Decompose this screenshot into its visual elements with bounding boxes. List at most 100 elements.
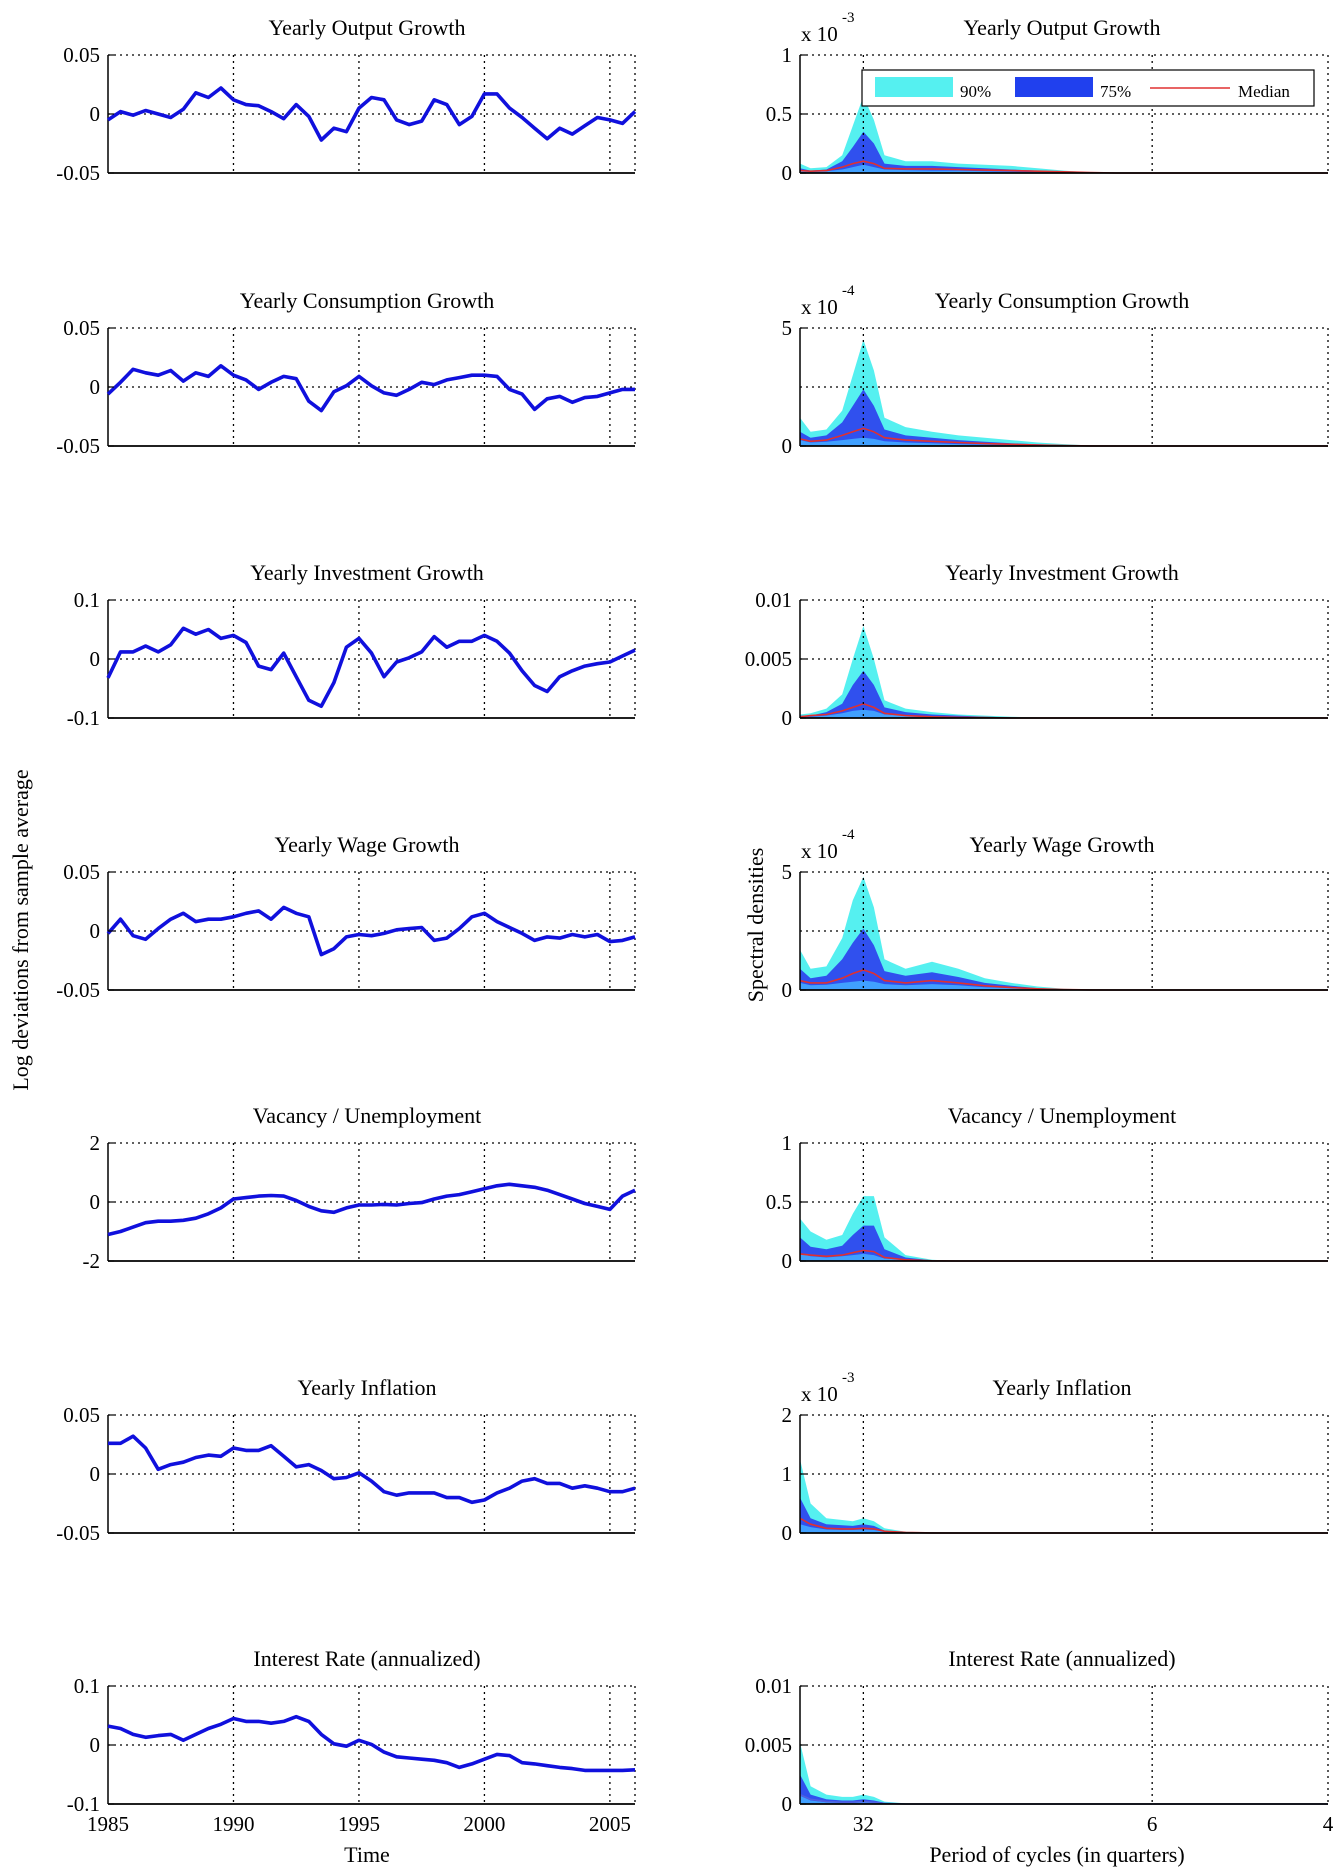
time-panel-4-ytick: -0.05	[56, 978, 100, 1002]
time-panel-2-ytick: 0.05	[63, 316, 100, 340]
time-panel-1-title: Yearly Output Growth	[269, 15, 466, 40]
spec-panel-5-ytick: 0.5	[766, 1190, 792, 1214]
spec-panel-3-ytick: 0.005	[745, 647, 792, 671]
time-panel-6-ytick: 0.05	[63, 1403, 100, 1427]
time-xtick: 1990	[212, 1812, 254, 1836]
spec-panel-2: Yearly Consumption Growth 5 0 x 10-4	[782, 283, 1329, 458]
spec-panel-7-band-90	[800, 1742, 1328, 1804]
time-panel-3-title: Yearly Investment Growth	[250, 560, 484, 585]
spec-panel-7-ytick: 0.01	[755, 1674, 792, 1698]
spec-panel-3: Yearly Investment Growth 0.01 0.005 0	[745, 560, 1329, 730]
left-ylabel: Log deviations from sample average	[8, 769, 33, 1090]
left-xlabel: Time	[344, 1842, 390, 1867]
spec-panel-5-title: Vacancy / Unemployment	[948, 1103, 1177, 1128]
time-panel-7-ytick: 0.1	[74, 1674, 100, 1698]
spec-panel-5-ytick: 0	[782, 1249, 793, 1273]
time-panel-7-series-line	[107, 1714, 636, 1773]
time-panel-5-ytick: 0	[90, 1190, 101, 1214]
time-panel-5-series-line	[107, 1182, 636, 1237]
spec-panel-7-band-75	[800, 1774, 1328, 1804]
spec-panel-7-ytick: 0	[782, 1792, 793, 1816]
time-panel-4-ytick: 0	[90, 919, 101, 943]
time-panel-5-ytick: -2	[83, 1249, 101, 1273]
time-panel-2: Yearly Consumption Growth 0.05 0 -0.05	[56, 288, 636, 458]
time-panel-4-series-line	[106, 905, 636, 957]
panels: Yearly Output Growth 0.05 0 -0.05 Yearly Out…	[56, 10, 1334, 1836]
spec-panel-2-exponent: x 10	[801, 295, 838, 319]
spec-panel-6-band-90	[800, 1459, 1328, 1533]
time-panel-3-ytick: 0	[90, 647, 101, 671]
right-ylabel: Spectral densities	[743, 848, 768, 1003]
time-panel-6-title: Yearly Inflation	[298, 1375, 437, 1400]
spec-panel-1-exponent: x 10	[801, 22, 838, 46]
spec-panel-2-ytick: 0	[782, 434, 793, 458]
legend-swatch-90	[875, 77, 953, 97]
time-panel-1: Yearly Output Growth 0.05 0 -0.05	[56, 15, 637, 185]
time-xtick: 2000	[463, 1812, 505, 1836]
legend-label-median: Median	[1238, 82, 1290, 101]
time-panel-6: Yearly Inflation 0.05 0 -0.05	[56, 1375, 636, 1545]
spec-panel-1-ytick: 0	[782, 161, 793, 185]
time-panel-6-series-line	[108, 1434, 636, 1505]
period-xtick: 6	[1147, 1812, 1158, 1836]
spec-panel-4: Yearly Wage Growth 5 0 x 10-4	[782, 827, 1329, 1002]
time-panel-1-series-line	[107, 86, 637, 142]
spec-panel-3-title: Yearly Investment Growth	[945, 560, 1179, 585]
spec-panel-1-ytick: 1	[782, 43, 793, 67]
legend: 90% 75% Median	[861, 69, 1315, 107]
spec-panel-6-title: Yearly Inflation	[993, 1375, 1132, 1400]
time-panel-7-title: Interest Rate (annualized)	[253, 1646, 480, 1671]
time-panel-4-title: Yearly Wage Growth	[274, 832, 459, 857]
spec-panel-6-exponent: x 10	[801, 1382, 838, 1406]
time-panel-7-ytick: 0	[90, 1733, 101, 1757]
time-panel-6-ytick: 0	[90, 1462, 101, 1486]
time-panel-5-title: Vacancy / Unemployment	[253, 1103, 482, 1128]
spec-panel-2-exponent-power: -4	[842, 283, 855, 299]
spec-panel-7-title: Interest Rate (annualized)	[948, 1646, 1175, 1671]
period-xtick: 32	[853, 1812, 874, 1836]
time-panel-3-ytick: 0.1	[74, 588, 100, 612]
spec-panel-4-exponent-power: -4	[842, 827, 855, 843]
spec-panel-1-band-inner	[800, 164, 1328, 173]
time-xtick: 2005	[589, 1812, 631, 1836]
time-panel-1-ytick: -0.05	[56, 161, 100, 185]
spec-panel-1: Yearly Output Growth 1 0.5 0 x 10-3	[766, 10, 1329, 185]
spec-panel-3-ytick: 0.01	[755, 588, 792, 612]
spec-panel-1-exponent-power: -3	[842, 10, 855, 26]
spec-panel-2-band-inner	[800, 437, 1328, 446]
time-panel-2-ytick: 0	[90, 375, 101, 399]
spec-panel-2-title: Yearly Consumption Growth	[935, 288, 1189, 313]
spec-panel-6-exponent-power: -3	[842, 1370, 855, 1386]
time-xtick: 1995	[338, 1812, 380, 1836]
time-panel-1-ytick: 0	[90, 102, 101, 126]
spec-panel-7-ytick: 0.005	[745, 1733, 792, 1757]
time-panel-2-title: Yearly Consumption Growth	[240, 288, 494, 313]
time-panel-2-series-line	[106, 364, 635, 413]
time-xtick: 1985	[87, 1812, 129, 1836]
time-panel-6-ytick: -0.05	[56, 1521, 100, 1545]
spec-panel-4-band-inner	[800, 980, 1328, 990]
spec-panel-6-ytick: 2	[782, 1403, 793, 1427]
right-xlabel: Period of cycles (in quarters)	[929, 1842, 1184, 1867]
spec-panel-4-title: Yearly Wage Growth	[969, 832, 1154, 857]
time-panel-2-ytick: -0.05	[56, 434, 100, 458]
spec-panel-4-ytick: 5	[782, 860, 793, 884]
time-panel-5-ytick: 2	[90, 1131, 101, 1155]
spec-panel-4-exponent: x 10	[801, 839, 838, 863]
period-xtick: 4	[1323, 1812, 1334, 1836]
spec-panel-5-ytick: 1	[782, 1131, 793, 1155]
spec-panel-6: Yearly Inflation 2 1 0 x 10-3	[782, 1370, 1329, 1545]
time-panel-7-ytick: -0.1	[67, 1792, 100, 1816]
legend-label-90: 90%	[960, 82, 991, 101]
spec-panel-2-ytick: 5	[782, 316, 793, 340]
spec-panel-4-ytick: 0	[782, 978, 793, 1002]
time-panel-3-ytick: -0.1	[67, 706, 100, 730]
spec-panel-4-band-75	[800, 928, 1328, 990]
spec-panel-6-ytick: 0	[782, 1521, 793, 1545]
time-panel-4-ytick: 0.05	[63, 860, 100, 884]
spec-panel-1-ytick: 0.5	[766, 102, 792, 126]
spec-panel-6-ytick: 1	[782, 1462, 793, 1486]
spec-panel-1-title: Yearly Output Growth	[964, 15, 1161, 40]
